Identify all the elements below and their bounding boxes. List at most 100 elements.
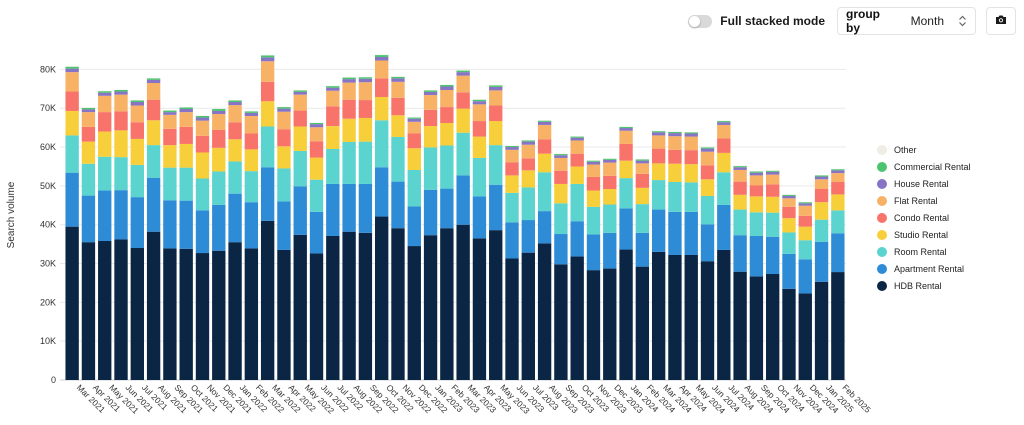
bar-segment <box>228 139 242 162</box>
bar-segment <box>814 176 829 180</box>
bar-segment <box>440 228 454 380</box>
bar-segment <box>130 105 144 123</box>
bar-segment <box>146 120 161 146</box>
bar-segment <box>114 239 128 380</box>
bar-segment <box>619 208 633 250</box>
legend-item[interactable]: Commercial Rental <box>877 158 971 175</box>
bar-segment <box>668 133 682 137</box>
legend-item[interactable]: Apartment Rental <box>877 260 971 277</box>
bar-segment <box>635 159 650 161</box>
legend-item[interactable]: Condo Rental <box>877 209 971 226</box>
bar-segment <box>114 94 128 112</box>
bar-segment <box>472 157 487 197</box>
bar-segment <box>570 140 584 154</box>
bar-segment <box>81 163 96 196</box>
legend-label: Flat Rental <box>894 195 938 206</box>
legend-item[interactable]: Flat Rental <box>877 192 971 209</box>
bar-segment <box>798 259 812 294</box>
bar-segment <box>163 248 177 380</box>
bar-segment <box>114 130 128 158</box>
bar-segment <box>260 220 275 380</box>
bar-segment <box>309 124 324 128</box>
bar-segment <box>440 145 454 189</box>
bar-segment <box>489 86 503 91</box>
legend-item[interactable]: Studio Rental <box>877 226 971 243</box>
bar-segment <box>277 249 291 380</box>
bar-segment <box>212 204 226 251</box>
bar-segment <box>684 254 698 380</box>
bar-segment <box>423 147 438 190</box>
bar-segment <box>700 147 715 149</box>
bar-segment <box>375 55 389 57</box>
bar-segment <box>130 102 144 106</box>
full-stacked-toggle[interactable] <box>688 14 713 28</box>
bar-segment <box>65 91 79 111</box>
bar-segment <box>635 163 650 174</box>
bar-segment <box>309 122 324 125</box>
bar-segment <box>277 146 291 169</box>
bar-segment <box>554 157 568 171</box>
bar-segment <box>293 110 307 127</box>
bar-segment <box>766 196 780 213</box>
bar-segment <box>98 190 112 242</box>
bar-segment <box>260 61 275 82</box>
bar-segment <box>98 91 112 93</box>
legend-label: House Rental <box>894 178 949 189</box>
bar-segment <box>391 78 405 82</box>
bar-segment <box>749 212 764 236</box>
bar-segment <box>603 158 617 160</box>
screenshot-button[interactable] <box>986 7 1016 35</box>
bar-segment <box>81 195 96 243</box>
legend-item[interactable]: House Rental <box>877 175 971 192</box>
bar-segment <box>342 82 356 100</box>
bar-segment <box>260 126 275 168</box>
legend-item[interactable]: HDB Rental <box>877 277 971 294</box>
legend-swatch <box>877 178 887 189</box>
bar-segment <box>375 120 389 168</box>
bar-segment <box>179 112 193 127</box>
bar-segment <box>749 196 764 213</box>
bar-segment <box>65 226 79 380</box>
bar-segment <box>700 195 715 225</box>
bar-segment <box>65 110 79 136</box>
y-tick-label: 0 <box>51 375 56 385</box>
bar-segment <box>684 211 698 255</box>
bar-segment <box>700 151 715 166</box>
bar-segment <box>505 258 519 380</box>
chart-legend: Other Commercial Rental House Rental Flat R… <box>877 141 971 294</box>
bar-segment <box>81 242 96 380</box>
chart-toolbar: Full stacked mode group by Month <box>688 6 1016 36</box>
bar-segment <box>81 107 96 110</box>
bar-segment <box>81 109 96 113</box>
bar-segment <box>98 241 112 380</box>
bar-segment <box>717 124 731 139</box>
bar-segment <box>684 182 698 212</box>
bar-segment <box>228 193 242 243</box>
bar-segment <box>766 274 780 380</box>
bar-segment <box>293 90 307 92</box>
legend-item[interactable]: Room Rental <box>877 243 971 260</box>
bar-segment <box>570 136 584 138</box>
bar-segment <box>733 169 747 182</box>
legend-label: Condo Rental <box>894 212 950 223</box>
legend-item[interactable]: Other <box>877 141 971 158</box>
bar-segment <box>391 136 405 182</box>
bar-segment <box>733 235 747 272</box>
bar-segment <box>309 253 324 380</box>
bar-segment <box>391 228 405 380</box>
bar-segment <box>521 141 535 145</box>
bar-segment <box>635 160 650 164</box>
bar-segment <box>309 127 324 142</box>
group-by-select[interactable]: group by Month <box>837 7 976 35</box>
bar-segment <box>65 135 79 173</box>
bar-segment <box>749 171 764 173</box>
bar-segment <box>651 148 666 164</box>
bar-segment <box>472 104 487 122</box>
bar-segment <box>163 145 177 168</box>
bar-segment <box>749 276 764 380</box>
bar-segment <box>228 122 242 140</box>
y-tick-label: 70K <box>40 103 56 113</box>
bar-segment <box>163 200 177 249</box>
bar-segment <box>700 179 715 196</box>
